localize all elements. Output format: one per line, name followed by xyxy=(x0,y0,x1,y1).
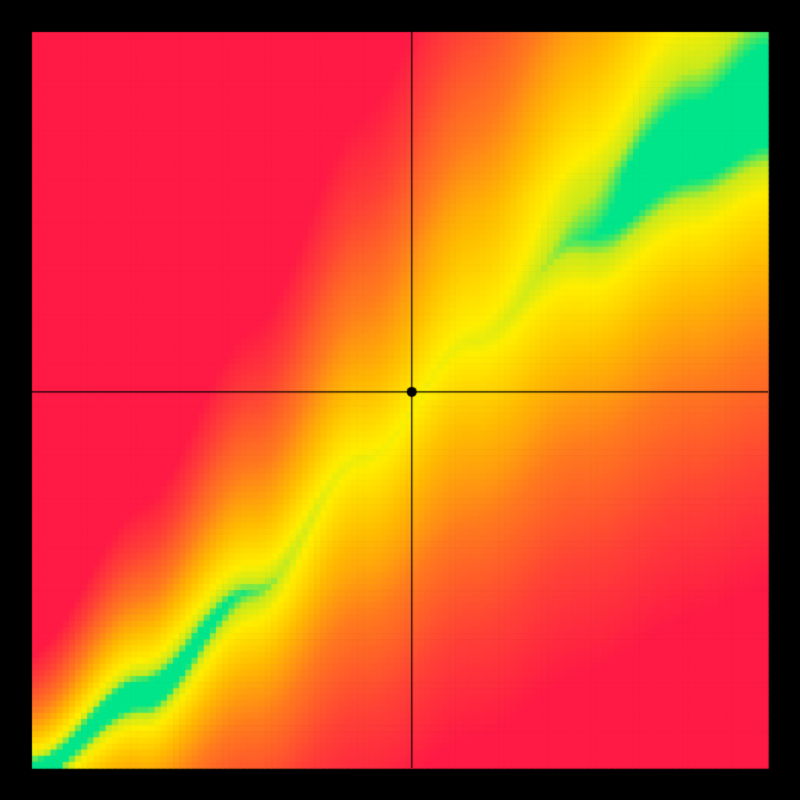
chart-container: TheBottleneck.com xyxy=(0,0,800,800)
bottleneck-heatmap xyxy=(0,0,800,800)
